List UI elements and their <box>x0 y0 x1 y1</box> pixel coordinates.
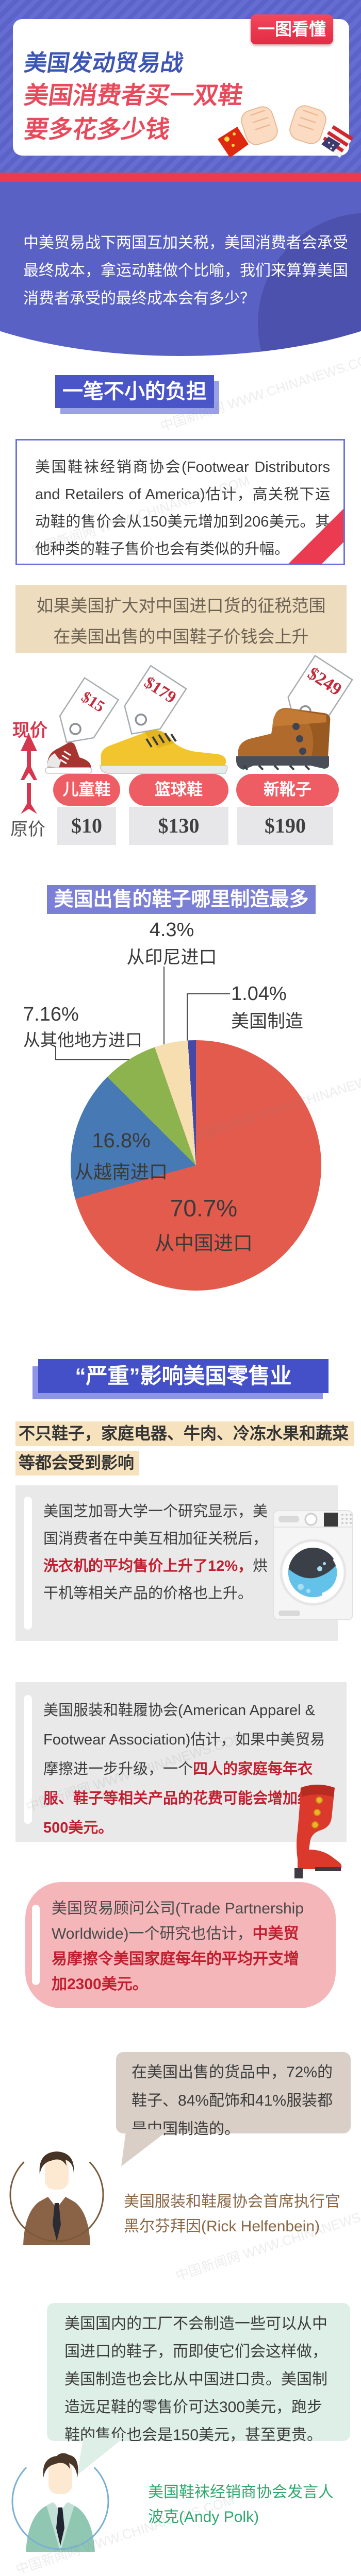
headline-line2: 美国消费者买一双鞋 <box>22 81 245 109</box>
pie-label-indonesia-pct: 4.3% <box>149 919 194 941</box>
leader-line-other-v <box>55 1047 56 1060</box>
high-heel-boot-icon <box>294 1785 342 1878</box>
price-tag-kids: $15 <box>48 676 120 755</box>
helfenbein-avatar <box>9 2151 104 2245</box>
leader-line-indonesia <box>163 967 165 1052</box>
fist-bump-flags-icon <box>218 105 353 158</box>
pie-label-other-pct: 7.16% <box>23 1004 79 1025</box>
highlighted-text: 不只鞋子，家庭电器、牛肉、冷冻水果和蔬菜 <box>15 1421 354 1446</box>
pie-label-indonesia: 从印尼进口 <box>126 947 217 968</box>
pie-label-other: 从其他地方进口 <box>23 1030 142 1049</box>
shoe-name-boots: 新靴子 <box>236 774 339 806</box>
tag-shape-icon <box>59 677 120 743</box>
price-up-arrow-icon <box>21 734 37 814</box>
highlighted-text: 等都会受到影响 <box>15 1451 140 1476</box>
washing-machine-icon <box>273 1510 353 1620</box>
leader-line-other-h <box>55 1059 137 1060</box>
pie-label-usa-pct: 1.04% <box>231 983 287 1005</box>
red-divider-bar <box>0 173 361 182</box>
text-red-part: 洗衣机的平均售价上升了12%， <box>43 1558 253 1574</box>
fdra-estimate-box: 美国鞋袜经销商协会(Footwear Distributors and Reta… <box>15 439 345 565</box>
fdra-estimate-text: 美国鞋袜经销商协会(Footwear Distributors and Reta… <box>35 459 330 557</box>
pie-label-china-pct: 70.7% <box>170 1195 238 1222</box>
price-tag-basketball: $179 <box>112 664 188 747</box>
card-accent-bar <box>32 1905 40 1985</box>
card-accent-bar <box>24 1497 32 1630</box>
apparel-association-card <box>15 1682 347 1842</box>
trade-partnership-card <box>25 1882 336 2008</box>
intro-curved-background <box>0 182 361 356</box>
trade-partnership-text: 美国贸易顾问公司(Trade Partnership Worldwide)一个研… <box>52 1896 312 1997</box>
shoe-name-basketball: 篮球鞋 <box>129 774 228 806</box>
helfenbein-quote-bubble: 在美国出售的货品中，72%的鞋子、84%配饰和41%服装都是中国制造的。 <box>116 2052 351 2138</box>
intro-section: 中美贸易战下两国互加关税，美国消费者会承受最终成本，拿运动鞋做个比喻，我们来算算… <box>0 182 361 358</box>
text-red-part: 四人的家庭每年衣服、鞋子等相关产品的花费可能会增加约500美元。 <box>43 1761 313 1836</box>
pie-chart <box>71 1040 321 1291</box>
intro-paragraph: 中美贸易战下两国互加关税，美国消费者会承受最终成本，拿运动鞋做个比喻，我们来算算… <box>23 234 348 307</box>
tariff-callout-line1: 如果美国扩大对中国进口货的征税范围 <box>36 596 326 615</box>
hiking-boot-icon <box>236 708 331 771</box>
original-price-basketball: $130 <box>129 807 228 845</box>
apparel-association-text: 美国服装和鞋履协会(American Apparel & Footwear As… <box>43 1696 332 1843</box>
section2-title: “严重”影响美国零售业 <box>38 1359 329 1393</box>
headline-line3: 要多花多少钱 <box>22 115 172 143</box>
text-red-part: 中美贸易摩擦令美国家庭每年的平均开支增加2300美元。 <box>52 1925 299 1993</box>
tag-shape-icon <box>124 665 187 735</box>
polk-caption-line1: 美国鞋袜经销商协会发言人 <box>148 2484 334 2501</box>
text-part: 美国服装和鞋履协会(American Apparel & Footwear As… <box>43 1702 325 1777</box>
basketball-shoe-icon <box>100 730 228 774</box>
original-price-boots: $190 <box>237 807 333 845</box>
section1-title: 一笔不小的负担 <box>55 375 214 408</box>
kids-sneaker-icon <box>45 742 92 774</box>
tariff-callout-line2: 在美国出售的中国鞋子价钱会上升 <box>53 627 309 646</box>
leader-line-usa-h <box>187 993 230 994</box>
chicago-study-text: 美国芝加哥大学一个研究显示，美国消费者在中美互相加征关税后， 洗衣机的平均售价上升… <box>43 1498 274 1607</box>
leader-line-usa-v <box>187 993 188 1045</box>
text-part: 美国芝加哥大学一个研究显示，美国消费者在中美互相加征关税后， <box>43 1503 268 1547</box>
text-part: 烘干机等相关产品的价格也上升。 <box>43 1558 268 1602</box>
text-part: 美国贸易顾问公司(Trade Partnership Worldwide)一个研… <box>52 1900 304 1942</box>
retail-lead-line1: 不只鞋子，家庭电器、牛肉、冷冻水果和蔬菜 <box>15 1420 354 1446</box>
headline-line1: 美国发动贸易战 <box>22 50 185 76</box>
tariff-callout-box: 如果美国扩大对中国进口货的征税范围 在美国出售的中国鞋子价钱会上升 <box>15 585 347 653</box>
helfenbein-caption-line2: 黑尔芬拜因(Rick Helfenbein) <box>124 2218 320 2235</box>
pie-label-china: 从中国进口 <box>154 1233 253 1255</box>
original-price-kids: $10 <box>57 807 116 845</box>
helfenbein-quote-text: 在美国出售的货品中，72%的鞋子、84%配饰和41%服装都是中国制造的。 <box>132 2064 333 2138</box>
polk-caption-line2: 波克(Andy Polk) <box>148 2509 259 2526</box>
pie-chart-title: 美国出售的鞋子哪里制造最多 <box>47 885 316 914</box>
pie-label-vietnam: 从越南进口 <box>74 1161 168 1182</box>
card-accent-bar <box>24 1695 32 1824</box>
pie-label-vietnam-pct: 16.8% <box>92 1129 151 1152</box>
shoe-name-kids: 儿童鞋 <box>53 774 120 806</box>
polk-avatar <box>11 2453 109 2552</box>
series-badge: 一图看懂 <box>251 14 333 44</box>
polk-quote-bubble: 美国国内的工厂不会制造一些可以从中国进口的鞋子，而即使它们会这样做，美国制造也会… <box>47 2303 350 2444</box>
polk-quote-text: 美国国内的工厂不会制造一些可以从中国进口的鞋子，而即使它们会这样做，美国制造也会… <box>64 2315 327 2444</box>
retail-lead-line2: 等都会受到影响 <box>15 1450 140 1476</box>
original-price-label: 原价 <box>10 820 45 839</box>
helfenbein-caption-line1: 美国服装和鞋履协会首席执行官 <box>124 2193 340 2210</box>
pie-label-usa: 美国制造 <box>231 1011 304 1031</box>
